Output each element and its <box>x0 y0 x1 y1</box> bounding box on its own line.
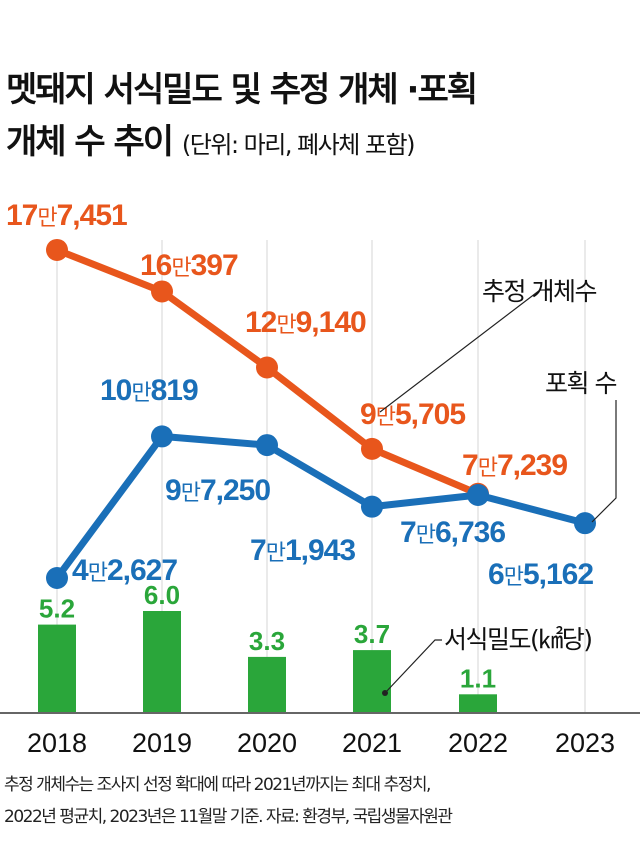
bar-value-label: 3.7 <box>354 619 390 649</box>
data-point <box>151 280 173 303</box>
label-part: 16 <box>140 249 172 282</box>
data-point <box>46 567 68 589</box>
label-part: 5,162 <box>523 558 593 591</box>
data-label: 7만6,736 <box>400 516 505 549</box>
data-label: 4만2,627 <box>72 554 177 587</box>
x-tick-label: 2022 <box>448 728 508 758</box>
data-point <box>574 512 596 535</box>
x-tick-label: 2018 <box>27 728 87 758</box>
label-unit: 만 <box>504 564 524 589</box>
bar-value-label: 6.0 <box>144 580 180 610</box>
x-tick-label: 2023 <box>555 728 615 758</box>
footnote-line1: 추정 개체수는 조사지 선정 확대에 따라 2021년까지는 최대 추정치, <box>4 775 431 795</box>
bar-value-label: 3.3 <box>249 626 285 656</box>
label-unit: 만 <box>276 312 296 337</box>
x-tick-label: 2020 <box>237 728 297 758</box>
label-unit: 만 <box>478 455 498 480</box>
chart-title-line1: 멧돼지 서식밀도 및 추정 개체 ·포획 <box>6 70 478 110</box>
bar <box>353 650 391 713</box>
footnote-line2: 2022년 평균치, 2023년은 11월말 기준. 자료: 환경부, 국립생물… <box>4 807 453 827</box>
label-part: 10 <box>100 374 132 407</box>
legend-label-density: 서식밀도(㎢당) <box>444 625 592 654</box>
label-part: 9 <box>360 398 376 431</box>
bar <box>459 694 497 713</box>
label-part: 7 <box>250 534 266 567</box>
label-part: 6,736 <box>435 516 505 549</box>
label-part: 12 <box>245 306 277 339</box>
leader-dot <box>382 690 388 696</box>
label-part: 17 <box>6 199 38 232</box>
data-point <box>467 484 489 507</box>
label-unit: 만 <box>88 560 108 585</box>
x-tick-label: 2019 <box>132 728 192 758</box>
data-point <box>46 238 68 261</box>
label-unit: 만 <box>181 480 201 505</box>
label-part: 9,140 <box>296 306 366 339</box>
data-point <box>361 437 383 460</box>
data-label: 7만1,943 <box>250 534 355 567</box>
label-part: 9 <box>165 474 181 507</box>
label-unit: 만 <box>37 205 57 230</box>
label-part: 7,250 <box>200 474 270 507</box>
legend-label-captured: 포획 수 <box>545 369 616 398</box>
label-part: 7,239 <box>497 449 567 482</box>
x-tick-label: 2021 <box>342 728 402 758</box>
label-part: 7,451 <box>57 199 127 232</box>
data-label: 16만397 <box>140 249 238 282</box>
bar <box>143 611 181 713</box>
leader-line <box>384 639 442 694</box>
label-part: 4 <box>72 554 89 587</box>
bar-value-label: 1.1 <box>460 663 496 693</box>
label-part: 7 <box>400 516 416 549</box>
data-label: 7만7,239 <box>462 449 567 482</box>
data-label: 17만7,451 <box>6 199 127 232</box>
label-part: 2,627 <box>107 554 177 587</box>
legend-label-estimated: 추정 개체수 <box>482 277 596 306</box>
label-unit: 만 <box>131 380 151 405</box>
label-part: 6 <box>488 558 504 591</box>
data-point <box>151 425 173 448</box>
data-label: 9만5,705 <box>360 398 465 431</box>
label-part: 1,943 <box>285 534 355 567</box>
bar <box>248 656 286 713</box>
data-label: 12만9,140 <box>245 306 366 339</box>
data-point <box>361 495 383 518</box>
data-point <box>256 356 278 379</box>
bar <box>38 624 76 713</box>
unit-note: (단위: 마리, 폐사체 포함) <box>181 131 416 159</box>
leader-line <box>591 400 617 523</box>
bar-value-label: 5.2 <box>39 594 75 624</box>
label-part: 7 <box>462 449 478 482</box>
label-unit: 만 <box>376 404 396 429</box>
label-unit: 만 <box>416 522 436 547</box>
chart-title-line2: 개체 수 추이 (단위: 마리, 폐사체 포함) <box>6 114 416 163</box>
data-label: 10만819 <box>100 374 198 407</box>
leader-line <box>379 289 552 413</box>
label-unit: 만 <box>171 255 191 280</box>
title-text: 개체 수 추이 <box>6 122 174 162</box>
series-line <box>54 432 586 581</box>
data-point <box>256 434 278 457</box>
label-unit: 만 <box>266 540 286 565</box>
label-part: 819 <box>151 374 198 407</box>
data-label: 9만7,250 <box>165 474 270 507</box>
data-label: 6만5,162 <box>488 558 593 591</box>
label-part: 397 <box>191 249 238 282</box>
label-part: 5,705 <box>395 398 465 431</box>
